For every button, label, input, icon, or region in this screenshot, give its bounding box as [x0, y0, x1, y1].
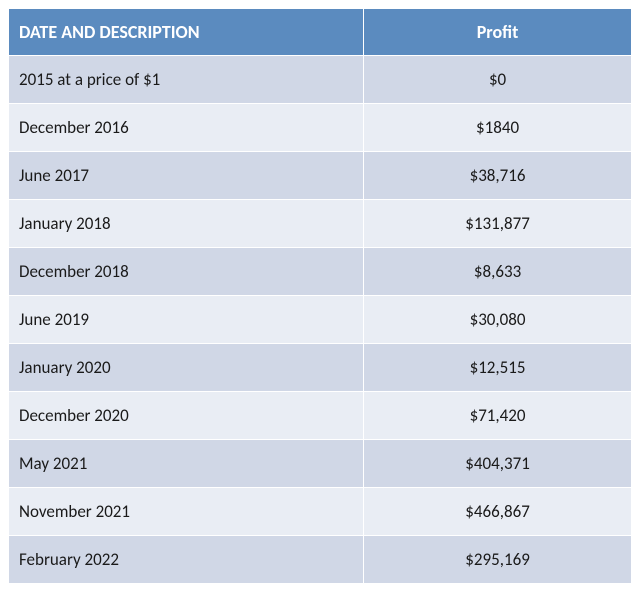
col-header-profit: Profit — [364, 9, 632, 56]
table-row: May 2021$404,371 — [9, 440, 632, 488]
cell-profit: $295,169 — [364, 536, 632, 584]
cell-description: December 2020 — [9, 392, 364, 440]
table-header: DATE AND DESCRIPTION Profit — [9, 9, 632, 56]
table-row: February 2022$295,169 — [9, 536, 632, 584]
cell-description: February 2022 — [9, 536, 364, 584]
table-row: December 2016$1840 — [9, 104, 632, 152]
cell-description: December 2016 — [9, 104, 364, 152]
cell-description: November 2021 — [9, 488, 364, 536]
table-row: December 2020$71,420 — [9, 392, 632, 440]
table-row: June 2017$38,716 — [9, 152, 632, 200]
cell-description: December 2018 — [9, 248, 364, 296]
cell-profit: $8,633 — [364, 248, 632, 296]
cell-description: January 2020 — [9, 344, 364, 392]
table-row: 2015 at a price of $1$0 — [9, 56, 632, 104]
cell-profit: $0 — [364, 56, 632, 104]
table-body: 2015 at a price of $1$0December 2016$184… — [9, 56, 632, 584]
table-row: January 2018$131,877 — [9, 200, 632, 248]
table-row: November 2021$466,867 — [9, 488, 632, 536]
cell-profit: $466,867 — [364, 488, 632, 536]
cell-description: January 2018 — [9, 200, 364, 248]
cell-description: June 2017 — [9, 152, 364, 200]
profit-table: DATE AND DESCRIPTION Profit 2015 at a pr… — [8, 8, 632, 584]
cell-profit: $38,716 — [364, 152, 632, 200]
cell-profit: $30,080 — [364, 296, 632, 344]
cell-description: May 2021 — [9, 440, 364, 488]
table-row: June 2019$30,080 — [9, 296, 632, 344]
cell-description: 2015 at a price of $1 — [9, 56, 364, 104]
table-row: January 2020$12,515 — [9, 344, 632, 392]
cell-profit: $1840 — [364, 104, 632, 152]
cell-profit: $12,515 — [364, 344, 632, 392]
cell-profit: $404,371 — [364, 440, 632, 488]
cell-profit: $131,877 — [364, 200, 632, 248]
col-header-description: DATE AND DESCRIPTION — [9, 9, 364, 56]
cell-profit: $71,420 — [364, 392, 632, 440]
cell-description: June 2019 — [9, 296, 364, 344]
table-row: December 2018$8,633 — [9, 248, 632, 296]
